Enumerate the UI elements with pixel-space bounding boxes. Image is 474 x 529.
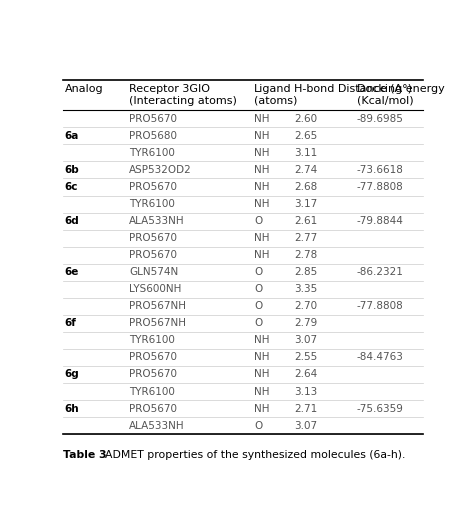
Text: 2.74: 2.74: [294, 165, 318, 175]
Text: 2.78: 2.78: [294, 250, 318, 260]
Text: -77.8808: -77.8808: [357, 302, 403, 312]
Text: O: O: [254, 267, 262, 277]
Text: 6c: 6c: [65, 182, 78, 192]
Text: NH: NH: [254, 352, 269, 362]
Text: NH: NH: [254, 250, 269, 260]
Text: 2.79: 2.79: [294, 318, 318, 329]
Text: ADMET properties of the synthesized molecules (6a-h).: ADMET properties of the synthesized mole…: [105, 450, 406, 460]
Text: NH: NH: [254, 131, 269, 141]
Text: 6d: 6d: [65, 216, 80, 226]
Text: (Kcal/mol): (Kcal/mol): [357, 96, 413, 106]
Text: 6g: 6g: [65, 369, 80, 379]
Text: NH: NH: [254, 335, 269, 345]
Text: 2.85: 2.85: [294, 267, 318, 277]
Text: PRO5670: PRO5670: [129, 250, 177, 260]
Text: TYR6100: TYR6100: [129, 335, 175, 345]
Text: Table 3: Table 3: [63, 450, 110, 460]
Text: O: O: [254, 216, 262, 226]
Text: 3.07: 3.07: [294, 335, 318, 345]
Text: NH: NH: [254, 165, 269, 175]
Text: 3.07: 3.07: [294, 421, 318, 431]
Text: O: O: [254, 302, 262, 312]
Text: GLN574N: GLN574N: [129, 267, 178, 277]
Text: 2.65: 2.65: [294, 131, 318, 141]
Text: (Interacting atoms): (Interacting atoms): [129, 96, 237, 106]
Text: TYR6100: TYR6100: [129, 387, 175, 397]
Text: NH: NH: [254, 182, 269, 192]
Text: PRO5680: PRO5680: [129, 131, 177, 141]
Text: 6e: 6e: [65, 267, 79, 277]
Text: -84.4763: -84.4763: [357, 352, 404, 362]
Text: ALA533NH: ALA533NH: [129, 421, 185, 431]
Text: Analog: Analog: [65, 84, 103, 94]
Text: NH: NH: [254, 114, 269, 124]
Text: O: O: [254, 284, 262, 294]
Text: NH: NH: [254, 233, 269, 243]
Text: PRO5670: PRO5670: [129, 114, 177, 124]
Text: 2.70: 2.70: [294, 302, 318, 312]
Text: PRO5670: PRO5670: [129, 352, 177, 362]
Text: NH: NH: [254, 387, 269, 397]
Text: TYR6100: TYR6100: [129, 148, 175, 158]
Text: 6a: 6a: [65, 131, 79, 141]
Text: NH: NH: [254, 148, 269, 158]
Text: O: O: [254, 318, 262, 329]
Text: 2.64: 2.64: [294, 369, 318, 379]
Text: 6f: 6f: [65, 318, 77, 329]
Text: NH: NH: [254, 369, 269, 379]
Text: Receptor 3GIO: Receptor 3GIO: [129, 84, 210, 94]
Text: 3.17: 3.17: [294, 199, 318, 209]
Text: -73.6618: -73.6618: [357, 165, 404, 175]
Text: 2.71: 2.71: [294, 404, 318, 414]
Text: Ligand: Ligand: [254, 84, 292, 94]
Text: -86.2321: -86.2321: [357, 267, 404, 277]
Text: NH: NH: [254, 404, 269, 414]
Text: PRO5670: PRO5670: [129, 404, 177, 414]
Text: PRO567NH: PRO567NH: [129, 302, 186, 312]
Text: -75.6359: -75.6359: [357, 404, 404, 414]
Text: -79.8844: -79.8844: [357, 216, 404, 226]
Text: TYR6100: TYR6100: [129, 199, 175, 209]
Text: 2.60: 2.60: [294, 114, 318, 124]
Text: PRO5670: PRO5670: [129, 369, 177, 379]
Text: 2.61: 2.61: [294, 216, 318, 226]
Text: 3.13: 3.13: [294, 387, 318, 397]
Text: 6b: 6b: [65, 165, 80, 175]
Text: ASP532OD2: ASP532OD2: [129, 165, 192, 175]
Text: PRO5670: PRO5670: [129, 233, 177, 243]
Text: PRO5670: PRO5670: [129, 182, 177, 192]
Text: 3.35: 3.35: [294, 284, 318, 294]
Text: 6h: 6h: [65, 404, 79, 414]
Text: O: O: [254, 421, 262, 431]
Text: NH: NH: [254, 199, 269, 209]
Text: -77.8808: -77.8808: [357, 182, 403, 192]
Text: 2.55: 2.55: [294, 352, 318, 362]
Text: (atoms): (atoms): [254, 96, 297, 106]
Text: 2.68: 2.68: [294, 182, 318, 192]
Text: ALA533NH: ALA533NH: [129, 216, 185, 226]
Text: Docking energy: Docking energy: [357, 84, 445, 94]
Text: -89.6985: -89.6985: [357, 114, 404, 124]
Text: LYS600NH: LYS600NH: [129, 284, 182, 294]
Text: 2.77: 2.77: [294, 233, 318, 243]
Text: 3.11: 3.11: [294, 148, 318, 158]
Text: H-bond Distance (A°): H-bond Distance (A°): [294, 84, 412, 94]
Text: PRO567NH: PRO567NH: [129, 318, 186, 329]
